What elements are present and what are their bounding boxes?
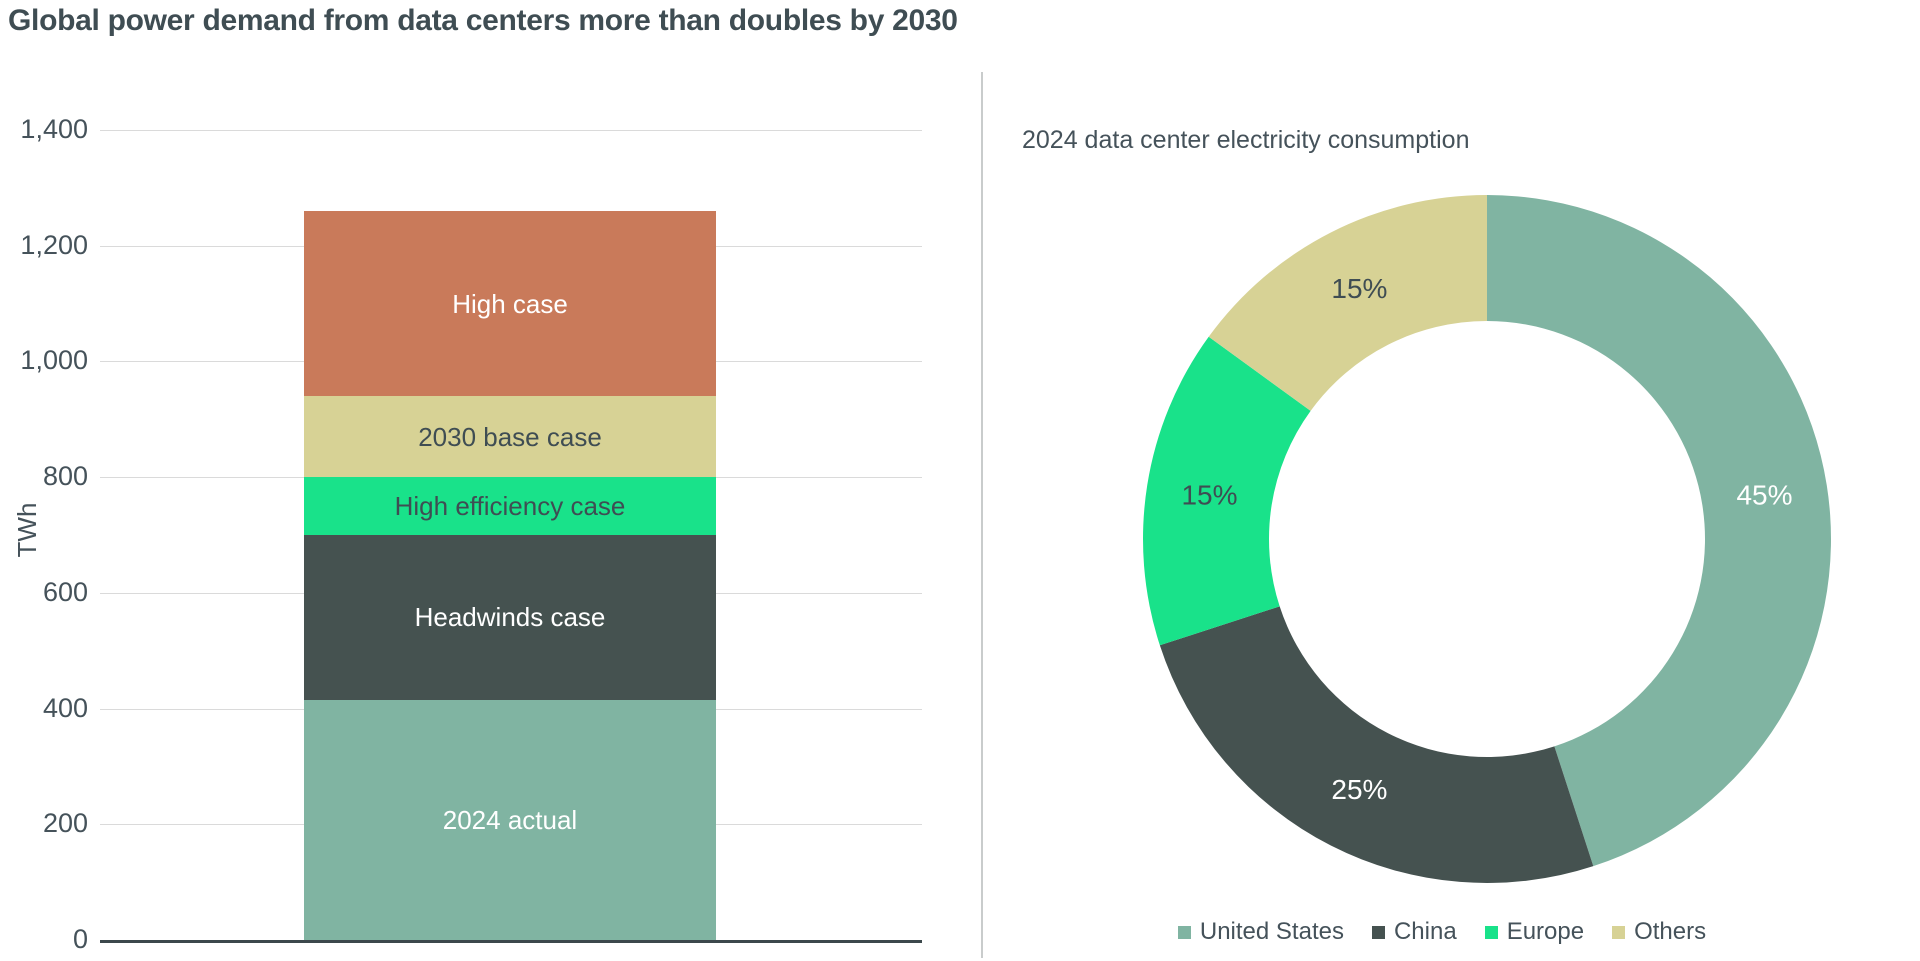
- bar-segment-high-efficiency-case: High efficiency case: [304, 477, 716, 535]
- y-tick-label-400: 400: [42, 692, 88, 723]
- legend-label-europe: Europe: [1506, 918, 1585, 945]
- donut-subtitle: 2024 data center electricity consumption: [1022, 126, 1470, 154]
- bar-segment-high-case: High case: [304, 211, 716, 397]
- legend-item-china: China: [1371, 918, 1457, 946]
- bar-segment-label-high-efficiency-case: High efficiency case: [394, 491, 626, 522]
- legend-swatch-others: [1612, 925, 1626, 939]
- legend-label-others: Others: [1634, 918, 1707, 945]
- stacked-bar-chart: TWh 0 200 400 600 800 1,000 1,200 1,400 2024 ac…: [12, 113, 922, 954]
- page-title: Global power demand from data centers mo…: [8, 4, 958, 37]
- y-tick-label-800: 800: [42, 461, 88, 492]
- y-axis-label: TWh: [12, 502, 42, 558]
- donut-slice-value-china: 25%: [1331, 774, 1387, 805]
- bar-segment-label-2030-base-case: 2030 base case: [418, 421, 602, 452]
- bar-segment-label-2024-actual: 2024 actual: [442, 804, 578, 835]
- bar-segment-2030-base-case: 2030 base case: [304, 396, 716, 478]
- donut-slice-united-states: [1487, 195, 1831, 867]
- bar-segment-label-headwinds-case: Headwinds case: [414, 602, 606, 633]
- donut-slice-china: [1159, 606, 1594, 883]
- gridline-1400: [100, 130, 922, 131]
- legend-item-united-states: United States: [1177, 918, 1344, 946]
- legend-swatch-china: [1371, 925, 1385, 939]
- y-tick-label-1000: 1,000: [20, 345, 88, 376]
- y-tick-label-1200: 1,200: [20, 229, 88, 260]
- donut-legend: United States China Europe Others: [1002, 918, 1882, 946]
- legend-swatch-europe: [1484, 925, 1498, 939]
- legend-label-china: China: [1393, 918, 1457, 945]
- y-tick-label-1400: 1,400: [20, 113, 88, 144]
- bar-segment-2024-actual: 2024 actual: [304, 699, 716, 940]
- donut-chart: 2024 data center electricity consumption…: [982, 0, 1920, 961]
- donut-slice-value-united-states: 45%: [1736, 480, 1792, 511]
- donut-slice-value-europe: 15%: [1181, 480, 1237, 511]
- legend-item-others: Others: [1612, 918, 1706, 946]
- legend-item-europe: Europe: [1484, 918, 1585, 946]
- legend-label-united-states: United States: [1199, 918, 1344, 945]
- y-tick-label-200: 200: [42, 808, 88, 839]
- panel-divider: [981, 72, 983, 958]
- y-tick-label-0: 0: [72, 923, 88, 954]
- x-axis-line: [100, 940, 922, 943]
- y-tick-label-600: 600: [42, 576, 88, 607]
- donut-slice-value-others: 15%: [1331, 273, 1387, 304]
- bar-segment-headwinds-case: Headwinds case: [304, 535, 716, 700]
- donut-slice-europe: [1143, 336, 1311, 646]
- bar-segment-label-high-case: High case: [452, 288, 568, 319]
- donut-svg: 45% 25% 15% 15%: [1143, 195, 1831, 883]
- donut-slice-others: [1208, 195, 1487, 411]
- legend-swatch-united-states: [1177, 925, 1191, 939]
